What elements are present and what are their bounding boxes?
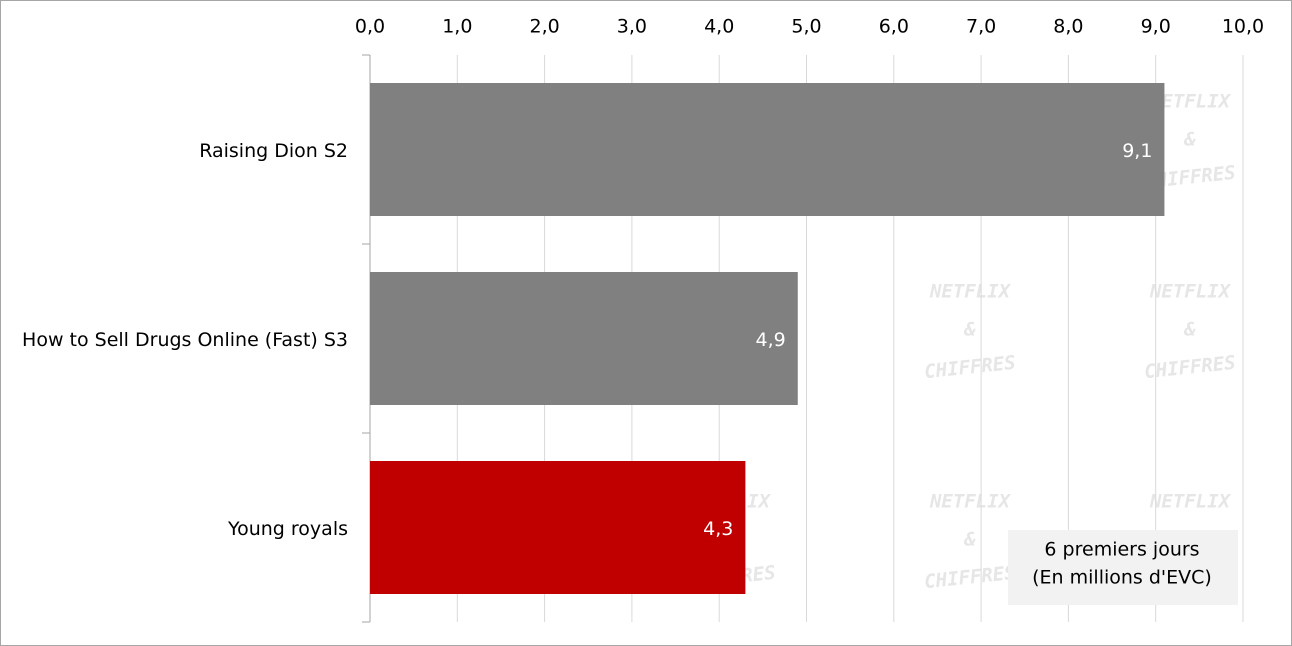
watermark: &: [1183, 319, 1196, 341]
bar: [370, 272, 798, 405]
x-tick-label: 0,0: [355, 16, 385, 38]
x-tick-label: 4,0: [704, 16, 734, 38]
value-label: 9,1: [1122, 140, 1152, 162]
x-tick-label: 8,0: [1053, 16, 1083, 38]
y-tick-label: Raising Dion S2: [199, 140, 348, 162]
annotation: 6 premiers jours: [1044, 539, 1199, 561]
watermark: &: [1183, 129, 1196, 151]
x-tick-label: 3,0: [617, 16, 647, 38]
x-tick-label: 5,0: [791, 16, 821, 38]
watermark: NETFLIX: [929, 281, 1012, 303]
value-label: 4,3: [703, 518, 733, 540]
x-tick-label: 1,0: [442, 16, 472, 38]
y-tick-label: Young royals: [227, 518, 348, 540]
annotation-box: [1008, 530, 1238, 605]
watermark: NETFLIX: [1149, 491, 1232, 513]
value-label: 4,9: [756, 329, 786, 351]
watermark: &: [963, 529, 976, 551]
x-tick-label: 9,0: [1141, 16, 1171, 38]
watermark: NETFLIX: [1149, 91, 1232, 113]
bar: [370, 461, 746, 594]
watermark: NETFLIX: [1149, 281, 1232, 303]
bar: [370, 83, 1165, 216]
x-tick-label: 2,0: [529, 16, 559, 38]
annotation: (En millions d'EVC): [1032, 567, 1212, 589]
watermark: &: [963, 319, 976, 341]
watermark: NETFLIX: [929, 491, 1012, 513]
y-tick-label: How to Sell Drugs Online (Fast) S3: [22, 329, 348, 351]
x-tick-label: 6,0: [879, 16, 909, 38]
x-tick-label: 7,0: [966, 16, 996, 38]
x-tick-label: 10,0: [1222, 16, 1264, 38]
